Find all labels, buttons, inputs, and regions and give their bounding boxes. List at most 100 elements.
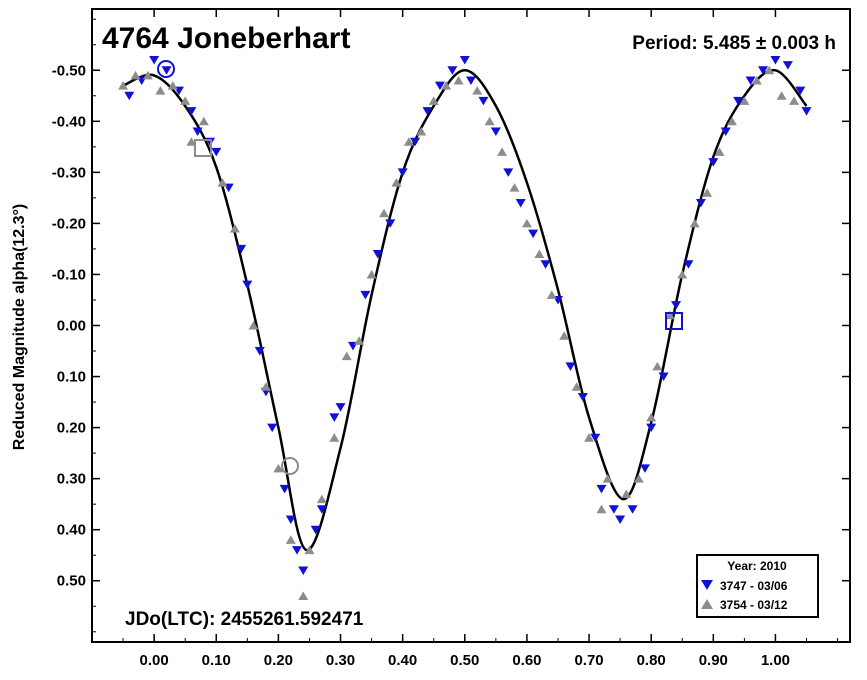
data-point-3747 bbox=[565, 362, 576, 371]
data-point-3754 bbox=[428, 96, 439, 105]
data-point-3747 bbox=[279, 484, 290, 494]
data-point-3754 bbox=[751, 75, 762, 85]
data-point-3747 bbox=[782, 61, 793, 70]
data-point-3747 bbox=[683, 260, 694, 269]
data-point-3754 bbox=[155, 86, 166, 95]
data-point-3747 bbox=[310, 525, 321, 535]
data-point-3747 bbox=[329, 413, 340, 422]
data-point-3754 bbox=[118, 81, 129, 90]
data-point-3747 bbox=[149, 56, 160, 65]
data-point-3754 bbox=[559, 331, 570, 340]
data-point-3754 bbox=[521, 218, 532, 228]
data-point-3747 bbox=[695, 198, 706, 208]
data-point-3747 bbox=[490, 127, 501, 137]
data-point-3747 bbox=[745, 76, 756, 85]
y-tick-label: 0.10 bbox=[57, 369, 86, 386]
x-tick-label: 1.00 bbox=[761, 652, 790, 669]
data-point-3747 bbox=[627, 505, 638, 514]
data-point-3747 bbox=[422, 107, 433, 116]
data-point-3754 bbox=[379, 208, 390, 218]
data-point-3754 bbox=[416, 127, 427, 136]
y-tick-label: -0.20 bbox=[52, 215, 86, 232]
data-point-3754 bbox=[497, 147, 508, 156]
y-tick-label: -0.30 bbox=[52, 164, 86, 181]
legend-title: Year: 2010 bbox=[727, 559, 787, 573]
data-point-3747 bbox=[298, 566, 309, 576]
data-point-3747 bbox=[515, 198, 526, 208]
data-point-3754 bbox=[546, 290, 557, 299]
x-tick-label: 0.90 bbox=[699, 652, 728, 669]
data-point-3747 bbox=[385, 219, 396, 228]
x-tick-label: 0.20 bbox=[264, 652, 293, 669]
y-tick-label: 0.40 bbox=[57, 522, 86, 539]
data-point-3747 bbox=[236, 244, 247, 254]
data-point-3754 bbox=[366, 269, 377, 279]
data-point-3754 bbox=[248, 321, 259, 330]
y-tick-label: -0.10 bbox=[52, 266, 86, 283]
data-point-3754 bbox=[689, 218, 700, 228]
data-point-3754 bbox=[329, 433, 340, 442]
legend-marker-down bbox=[701, 580, 713, 590]
data-point-3747 bbox=[316, 505, 327, 514]
data-point-3754 bbox=[664, 310, 675, 320]
data-point-3754 bbox=[441, 81, 452, 90]
data-point-3747 bbox=[161, 66, 172, 75]
data-point-3754 bbox=[316, 494, 327, 504]
highlight-circle-marker bbox=[281, 457, 299, 475]
data-points-layer bbox=[118, 56, 812, 601]
data-point-3747 bbox=[186, 107, 197, 116]
data-point-3747 bbox=[758, 66, 769, 75]
data-point-3747 bbox=[658, 372, 669, 382]
data-point-3754 bbox=[571, 382, 582, 391]
data-point-3747 bbox=[447, 66, 458, 75]
data-point-3747 bbox=[540, 260, 551, 269]
data-point-3754 bbox=[403, 137, 414, 146]
legend: Year: 2010 3747 - 03/06 3754 - 03/12 bbox=[696, 554, 819, 618]
epoch-label: JDo(LTC): 2455261.592471 bbox=[125, 609, 364, 630]
highlight-markers bbox=[157, 60, 683, 475]
data-point-3754 bbox=[472, 86, 483, 95]
data-point-3754 bbox=[789, 96, 800, 105]
data-point-3754 bbox=[167, 81, 178, 90]
data-point-3747 bbox=[646, 423, 657, 433]
data-point-3747 bbox=[770, 56, 781, 65]
x-tick-label: 0.50 bbox=[450, 652, 479, 669]
data-point-3747 bbox=[708, 158, 719, 167]
y-tick-label: -0.50 bbox=[52, 62, 86, 79]
y-axis-ticks: -0.50 -0.40 -0.30 -0.20 -0.10 0.00 0.10 0.20 0.3… bbox=[52, 18, 850, 633]
highlight-circle-marker bbox=[157, 60, 175, 78]
legend-entry: 3754 - 03/12 bbox=[720, 598, 788, 612]
data-point-3754 bbox=[621, 489, 632, 498]
data-point-3754 bbox=[602, 474, 613, 483]
data-point-3754 bbox=[142, 70, 153, 80]
data-point-3754 bbox=[677, 269, 688, 279]
data-point-3754 bbox=[354, 336, 365, 345]
y-axis-label: Reduced Magnitude alpha(12.3°) bbox=[11, 204, 28, 450]
data-point-3747 bbox=[397, 168, 408, 177]
highlight-square-marker bbox=[665, 312, 683, 330]
data-point-3747 bbox=[733, 96, 744, 106]
data-point-3754 bbox=[646, 412, 657, 422]
data-point-3747 bbox=[615, 515, 626, 524]
x-tick-label: 0.30 bbox=[326, 652, 355, 669]
x-tick-label: 0.70 bbox=[574, 652, 603, 669]
data-point-3747 bbox=[478, 96, 489, 106]
data-point-3754 bbox=[341, 351, 352, 361]
chart-title: 4764 Joneberhart bbox=[102, 22, 350, 55]
data-point-3754 bbox=[298, 591, 309, 601]
data-point-3754 bbox=[726, 116, 737, 126]
data-point-3754 bbox=[130, 70, 141, 80]
data-point-3747 bbox=[596, 484, 607, 494]
data-point-3747 bbox=[608, 505, 619, 514]
y-tick-label: 0.50 bbox=[57, 573, 86, 590]
data-point-3747 bbox=[254, 347, 265, 356]
data-point-3747 bbox=[267, 423, 278, 433]
data-point-3747 bbox=[639, 464, 650, 473]
data-point-3747 bbox=[360, 290, 371, 300]
data-point-3754 bbox=[198, 116, 209, 126]
data-point-3754 bbox=[484, 116, 495, 126]
data-point-3754 bbox=[180, 96, 191, 105]
data-point-3747 bbox=[466, 76, 476, 85]
data-point-3747 bbox=[211, 147, 222, 157]
